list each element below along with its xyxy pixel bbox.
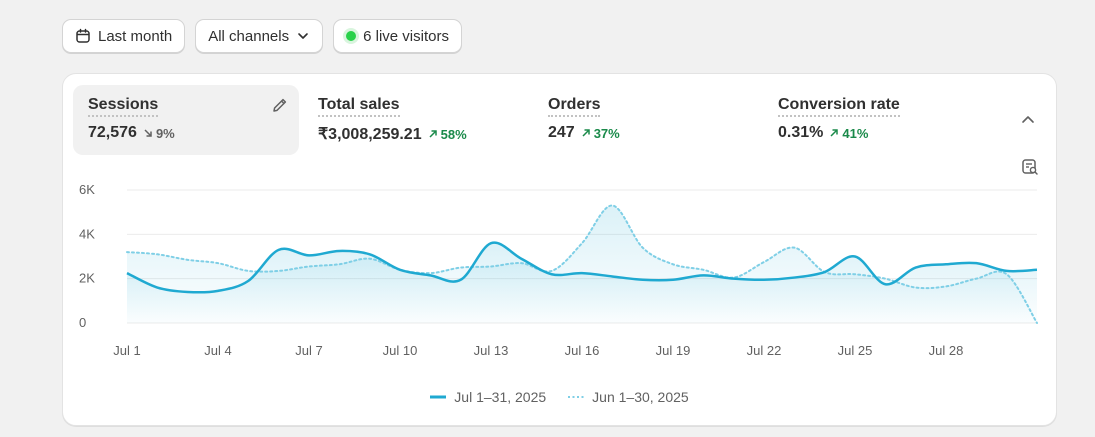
metric-label: Total sales xyxy=(318,96,400,117)
sessions-line-chart: 0 2K 4K 6K Jul 1 Jul 4 Jul 7 Jul 10 Jul 13 Jul 16… xyxy=(79,182,1038,358)
arrow-up-right-icon xyxy=(830,129,839,137)
metric-change: 58% xyxy=(428,127,467,142)
x-tick-label: Jul 13 xyxy=(474,343,509,358)
x-tick-label: Jul 19 xyxy=(656,343,691,358)
metric-change-value: 58% xyxy=(440,126,467,142)
live-visitors-button[interactable]: 6 live visitors xyxy=(333,19,462,53)
metric-orders[interactable]: Orders 247 37% xyxy=(533,85,759,155)
metric-change: 37% xyxy=(581,126,620,141)
arrow-up-right-icon xyxy=(582,129,590,137)
pencil-icon[interactable] xyxy=(271,96,289,119)
x-tick-label: Jul 4 xyxy=(204,343,231,358)
legend-item-current[interactable]: Jul 1–31, 2025 xyxy=(430,389,546,405)
analytics-card: Sessions 72,576 9% Total sales ₹3,008,25… xyxy=(62,73,1057,426)
arrow-up-right-icon xyxy=(429,130,437,138)
calendar-icon xyxy=(75,28,91,44)
metric-value: 72,576 xyxy=(88,124,137,141)
legend-label: Jul 1–31, 2025 xyxy=(454,389,547,405)
date-range-label: Last month xyxy=(98,27,173,45)
series-line-current xyxy=(126,241,1038,294)
y-tick-label: 4K xyxy=(79,226,95,241)
current-series-area xyxy=(127,242,1037,323)
legend-label: Jun 1–30, 2025 xyxy=(592,389,689,405)
date-range-button[interactable]: Last month xyxy=(62,19,186,53)
legend-dotted-swatch xyxy=(568,396,585,398)
channel-select[interactable]: All channels xyxy=(195,19,324,53)
metric-total-sales[interactable]: Total sales ₹3,008,259.21 58% xyxy=(303,85,529,155)
live-indicator-icon xyxy=(346,31,357,41)
x-tick-label: Jul 16 xyxy=(565,343,600,358)
toolbar: Last month All channels 6 live visitors xyxy=(62,19,462,53)
x-tick-label: Jul 25 xyxy=(838,343,873,358)
metric-change-value: 41% xyxy=(842,125,869,141)
y-tick-label: 2K xyxy=(79,271,95,286)
metric-change-value: 9% xyxy=(155,125,175,141)
chevron-up-icon[interactable] xyxy=(1020,112,1036,133)
metric-label: Conversion rate xyxy=(778,96,900,117)
legend-item-previous[interactable]: Jun 1–30, 2025 xyxy=(568,389,689,405)
legend-solid-swatch xyxy=(430,395,447,399)
y-tick-label: 0 xyxy=(79,315,86,330)
x-tick-label: Jul 10 xyxy=(383,343,418,358)
metric-conversion-rate[interactable]: Conversion rate 0.31% 41% xyxy=(763,85,989,155)
chart-legend: Jul 1–31, 2025 Jun 1–30, 2025 xyxy=(63,389,1056,405)
metric-label: Orders xyxy=(548,96,601,117)
arrow-down-right-icon xyxy=(144,129,152,137)
metric-change-value: 37% xyxy=(593,125,620,141)
x-tick-label: Jul 7 xyxy=(295,343,322,358)
y-tick-label: 6K xyxy=(79,182,95,197)
live-visitors-label: 6 live visitors xyxy=(363,27,449,45)
chart-explore-icon[interactable] xyxy=(1021,158,1039,181)
metric-value: 247 xyxy=(548,124,575,141)
channel-label: All channels xyxy=(208,27,290,45)
metric-change: 41% xyxy=(829,126,868,141)
metric-change: 9% xyxy=(143,126,175,141)
metric-value: ₹3,008,259.21 xyxy=(318,126,422,143)
metric-label: Sessions xyxy=(88,96,159,117)
x-tick-label: Jul 1 xyxy=(113,343,140,358)
x-tick-label: Jul 28 xyxy=(929,343,964,358)
chevron-down-icon xyxy=(296,29,310,43)
x-tick-label: Jul 22 xyxy=(747,343,782,358)
metric-sessions[interactable]: Sessions 72,576 9% xyxy=(73,85,299,155)
metric-value: 0.31% xyxy=(778,124,824,141)
series-line-previous xyxy=(126,204,1038,324)
